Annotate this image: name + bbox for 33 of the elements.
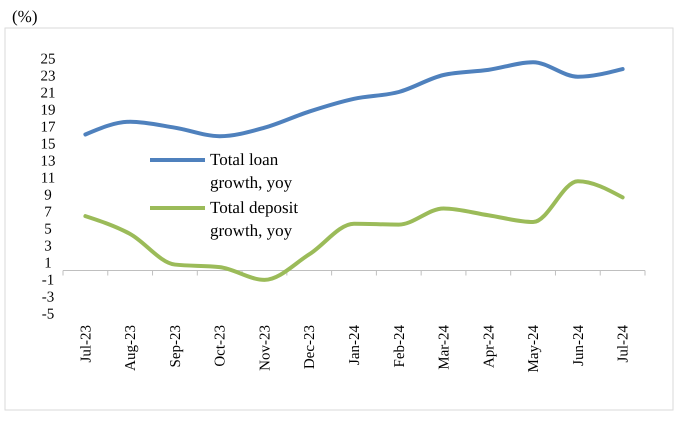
line-series [83, 60, 625, 138]
y-tick-label: -1 [42, 272, 54, 288]
y-tick-label: 5 [44, 221, 52, 238]
x-tick-label: Aug-23 [123, 325, 140, 371]
x-tick-label: Jul-23 [78, 325, 94, 362]
y-axis-title: (%) [12, 7, 38, 26]
x-tick-label: May-24 [526, 324, 542, 372]
legend-label: Total loan growth, yoy [210, 150, 293, 192]
y-tick-label: 25 [40, 51, 56, 68]
y-tick-label: 1 [44, 255, 52, 272]
x-tick-label: Nov-23 [257, 325, 274, 371]
y-tick-label: 19 [40, 102, 56, 118]
x-tick-label: Dec-23 [302, 325, 318, 370]
y-tick-label: 17 [40, 119, 56, 136]
y-tick-label: 15 [40, 136, 56, 152]
y-tick-label: 3 [44, 238, 52, 254]
y-tick-label: 7 [44, 204, 52, 220]
y-tick-label: 11 [40, 170, 56, 186]
x-tick-label: Jun-24 [570, 324, 587, 366]
y-tick-label: 21 [40, 85, 56, 102]
x-tick-label: Mar-24 [436, 324, 453, 370]
y-tick-label: 13 [40, 153, 56, 170]
y-tick-label: -3 [42, 289, 54, 306]
legend-label: Total deposit growth, yoy [210, 198, 298, 240]
x-tick-label: Feb-24 [392, 324, 408, 368]
x-tick-label: Jan-24 [347, 324, 363, 365]
x-tick-label: Apr-24 [481, 324, 498, 368]
x-tick-label: Oct-23 [212, 325, 229, 367]
y-tick-label: -5 [42, 306, 54, 322]
y-tick-label: 9 [44, 187, 52, 204]
y-tick-label: 23 [40, 68, 56, 84]
x-tick-label: Jul-24 [616, 324, 632, 362]
x-tick-label: Sep-23 [168, 325, 184, 368]
